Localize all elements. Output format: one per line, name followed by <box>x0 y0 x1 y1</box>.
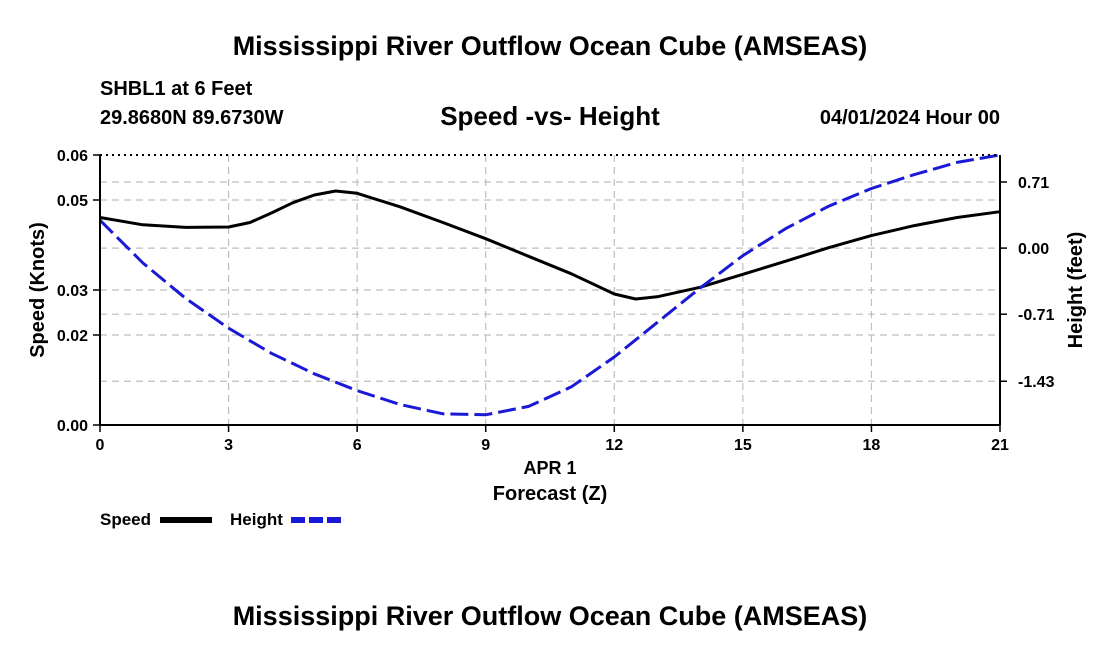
x-sublabel: APR 1 <box>523 458 576 478</box>
x-tick-label: 18 <box>863 437 881 454</box>
station-label: SHBL1 at 6 Feet <box>100 78 253 100</box>
y-axis-right: 0.71 0.00 -0.71 -1.43 <box>1000 175 1055 391</box>
y-tick-label: 0.02 <box>57 328 88 345</box>
chart-title: Speed -vs- Height <box>440 101 660 131</box>
grid-lines <box>100 155 1000 425</box>
x-tick-label: 0 <box>96 437 105 454</box>
footer-title: Mississippi River Outflow Ocean Cube (AM… <box>233 601 868 631</box>
series-lines <box>98 153 1001 417</box>
x-tick-label: 9 <box>481 437 490 454</box>
x-tick-label: 6 <box>353 437 362 454</box>
x-tick-label: 3 <box>224 437 233 454</box>
y-tick-label: 0.05 <box>57 193 88 210</box>
y-axis-label: Speed (Knots) <box>27 222 49 358</box>
x-axis-label: Forecast (Z) <box>493 483 607 505</box>
y2-tick-label: 0.00 <box>1018 241 1049 258</box>
y-axis-left: 0.00 0.02 0.03 0.05 0.06 <box>57 148 100 435</box>
series-line-height <box>98 153 1001 417</box>
x-tick-label: 15 <box>734 437 752 454</box>
x-tick-label: 21 <box>991 437 1009 454</box>
legend-height-label: Height <box>230 510 283 529</box>
y2-tick-label: -0.71 <box>1018 307 1055 324</box>
y2-axis-label: Height (feet) <box>1065 232 1087 349</box>
forecast-datetime: 04/01/2024 Hour 00 <box>820 107 1000 129</box>
x-axis: 0 3 6 9 12 15 18 21 <box>96 425 1009 454</box>
x-tick-label: 12 <box>605 437 623 454</box>
y-tick-label: 0.03 <box>57 283 88 300</box>
series-line-speed <box>99 189 1001 301</box>
legend-speed-label: Speed <box>100 510 151 529</box>
y2-tick-label: -1.43 <box>1018 374 1055 391</box>
page-title: Mississippi River Outflow Ocean Cube (AM… <box>233 31 868 61</box>
y2-tick-label: 0.71 <box>1018 175 1049 192</box>
y-tick-label: 0.06 <box>57 148 88 165</box>
station-coords: 29.8680N 89.6730W <box>100 107 284 129</box>
y-tick-label: 0.00 <box>57 418 88 435</box>
